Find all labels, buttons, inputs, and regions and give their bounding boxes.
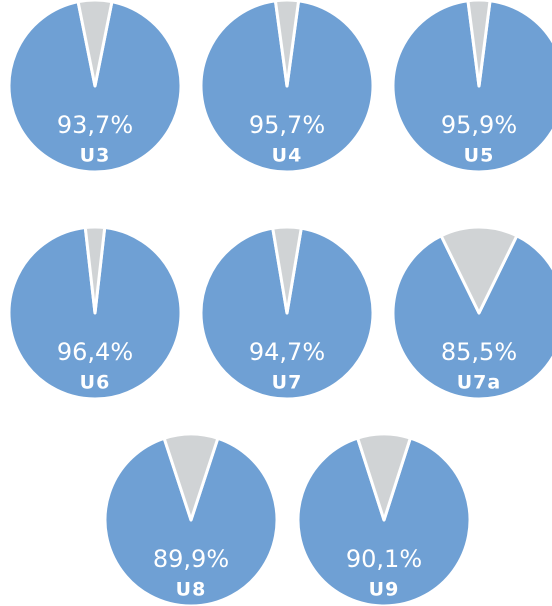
pie-slice bbox=[391, 234, 552, 401]
pie-slice bbox=[162, 432, 220, 522]
pie-slice bbox=[391, 0, 552, 174]
pie-slice bbox=[76, 0, 114, 88]
pie-title: U7 bbox=[272, 372, 303, 394]
pie-slice bbox=[273, 0, 301, 88]
pie-slice bbox=[439, 225, 519, 315]
pie-title: U7a bbox=[457, 372, 501, 394]
value-label: 90,1% bbox=[346, 545, 422, 573]
value-label: 95,9% bbox=[441, 111, 517, 139]
value-label: 93,7% bbox=[57, 111, 133, 139]
pie-title: U9 bbox=[369, 579, 400, 601]
value-label: 96,4% bbox=[57, 338, 133, 366]
pie-title: U5 bbox=[464, 145, 495, 167]
pie-slice bbox=[356, 432, 412, 522]
pie-slice bbox=[466, 0, 492, 88]
pie-title: U3 bbox=[80, 145, 111, 167]
pie-title: U8 bbox=[176, 579, 207, 601]
value-label: 85,5% bbox=[441, 338, 517, 366]
pie-slice bbox=[271, 225, 303, 315]
pie-slice bbox=[83, 225, 107, 315]
pie-title: U6 bbox=[80, 372, 111, 394]
pie-title: U4 bbox=[272, 145, 303, 167]
value-label: 94,7% bbox=[249, 338, 325, 366]
value-label: 89,9% bbox=[153, 545, 229, 573]
value-label: 95,7% bbox=[249, 111, 325, 139]
